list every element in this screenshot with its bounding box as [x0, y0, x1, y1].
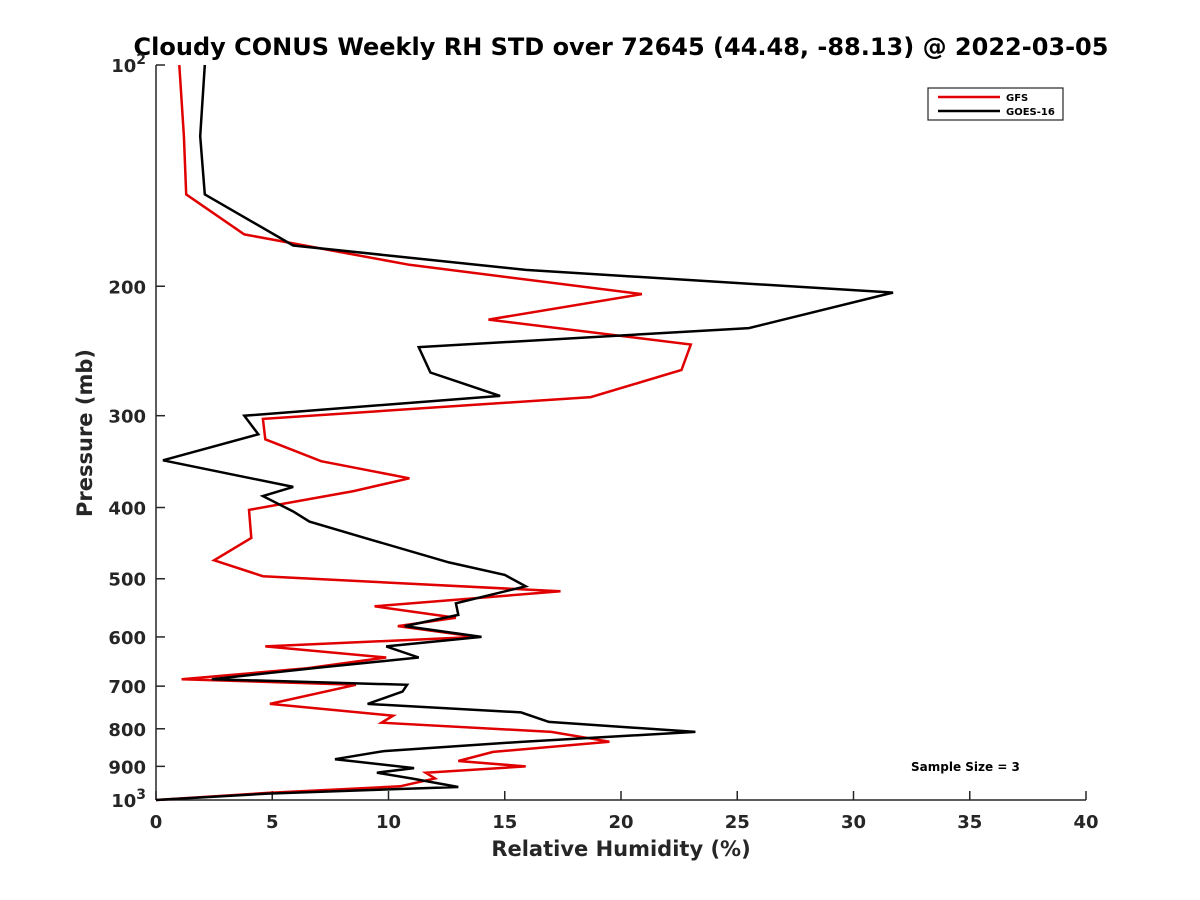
legend: GFS GOES-16: [927, 87, 1064, 121]
y-tick-label: 400: [108, 499, 146, 520]
y-tick-label: 103: [111, 787, 146, 812]
y-tick-label: 800: [108, 720, 146, 741]
y-tick-label: 600: [108, 628, 146, 649]
series-line-gfs: [155, 64, 693, 802]
x-tick-label: 25: [725, 812, 750, 833]
chart-title: Cloudy CONUS Weekly RH STD over 72645 (4…: [134, 33, 1109, 61]
legend-label-goes-16: GOES-16: [1006, 107, 1055, 118]
y-axis-ticks: 102 200 300 400 500 600 700 800 900 103: [108, 52, 165, 812]
y-tick-label: 200: [108, 277, 146, 298]
x-tick-label: 35: [957, 812, 982, 833]
x-axis-ticks: 0 5 10 15 20 25 30 35 40: [150, 791, 1099, 833]
series-layer: [155, 64, 894, 802]
x-tick-label: 40: [1073, 812, 1098, 833]
y-axis-label: Pressure (mb): [73, 349, 97, 517]
x-tick-label: 30: [841, 812, 866, 833]
y-tick-label: 700: [108, 677, 146, 698]
y-tick-label: 102: [111, 52, 146, 77]
x-axis-label: Relative Humidity (%): [491, 837, 750, 861]
series-line-goes-16: [155, 64, 894, 802]
legend-label-gfs: GFS: [1006, 93, 1028, 104]
y-tick-label: 900: [108, 757, 146, 778]
x-tick-label: 0: [150, 812, 163, 833]
legend-box: [927, 87, 1064, 121]
y-tick-label: 300: [108, 407, 146, 428]
sample-size-annotation: Sample Size = 3: [911, 760, 1020, 774]
x-tick-label: 5: [266, 812, 279, 833]
x-tick-label: 15: [492, 812, 517, 833]
y-tick-label: 500: [108, 570, 146, 591]
x-tick-label: 20: [608, 812, 633, 833]
x-tick-label: 10: [376, 812, 401, 833]
